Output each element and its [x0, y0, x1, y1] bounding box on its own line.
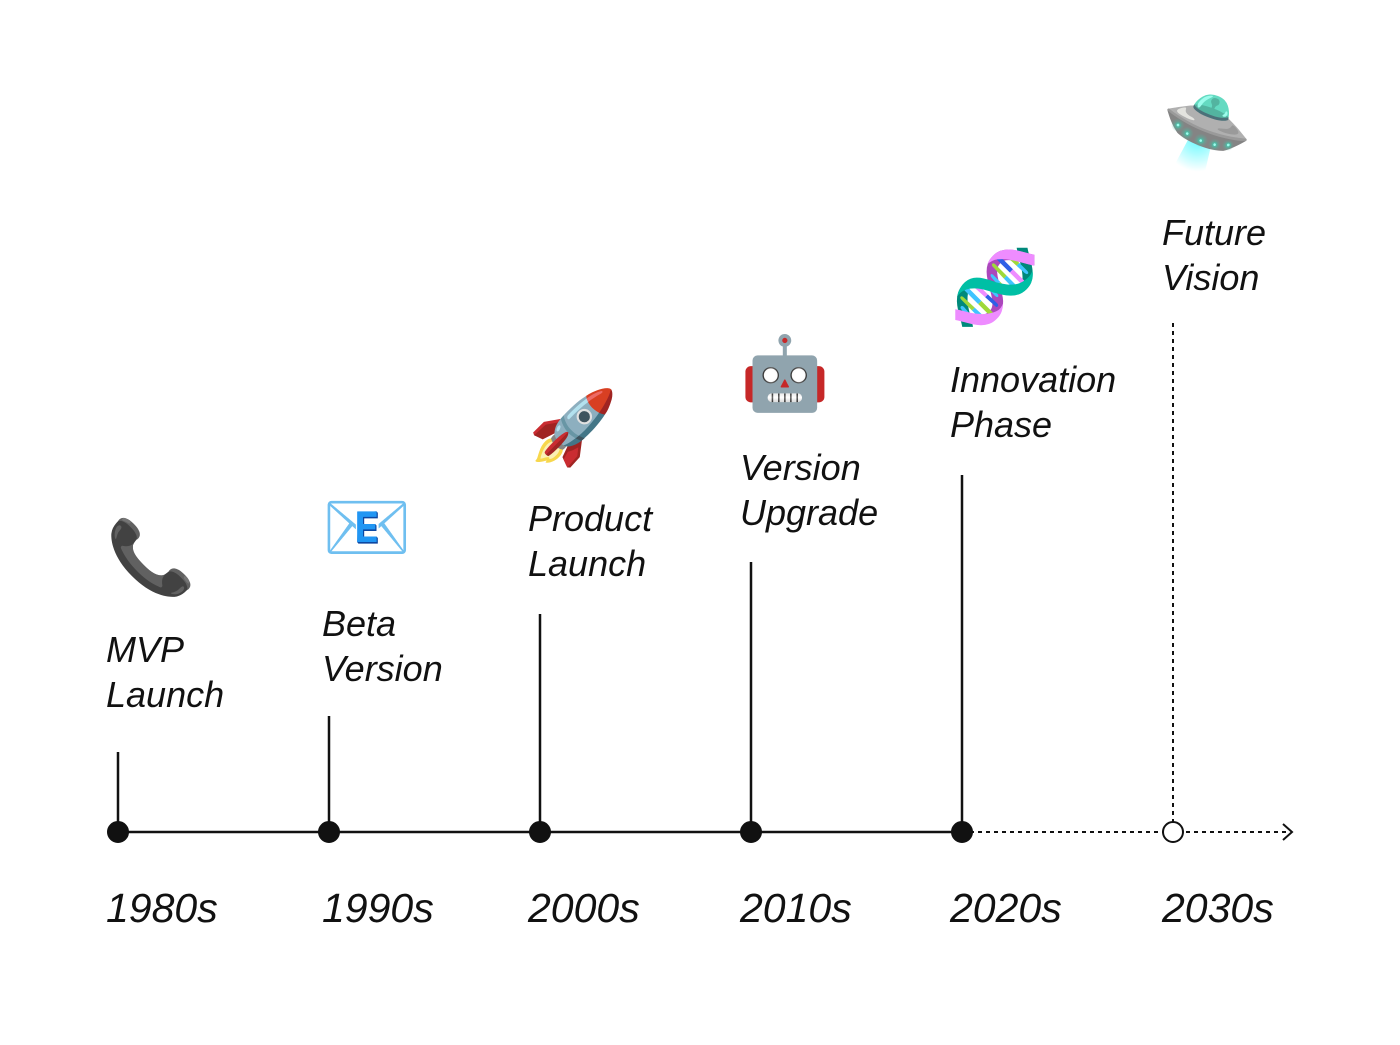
milestone-dot: [318, 821, 340, 843]
decade-label: 2010s: [739, 885, 852, 931]
decade-label: 1990s: [322, 885, 434, 931]
milestone-label: Phase: [950, 404, 1052, 445]
milestone-dot: [951, 821, 973, 843]
decade-label: 2000s: [527, 885, 640, 931]
milestone-icon: 📧: [322, 485, 412, 569]
milestone-dot: [107, 821, 129, 843]
milestone-icon: 🛸: [1162, 88, 1252, 174]
milestone-label: Innovation: [950, 359, 1116, 400]
decade-label: 1980s: [106, 885, 218, 931]
milestone-icon: 🧬: [950, 244, 1040, 330]
milestone-dot: [740, 821, 762, 843]
milestone-label: Future: [1162, 212, 1266, 253]
milestone-icon: 🤖: [740, 331, 830, 415]
milestone-label: Version: [322, 648, 443, 689]
milestone-label: Vision: [1162, 257, 1259, 298]
milestone-label: Launch: [106, 674, 224, 715]
milestone-label: Upgrade: [740, 492, 878, 533]
milestone-icon: 🚀: [528, 385, 618, 469]
milestone-label: Beta: [322, 603, 396, 644]
milestone-dot: [529, 821, 551, 843]
milestone-label: Product: [528, 498, 654, 539]
milestone-icon: 📞: [106, 512, 196, 599]
axis-arrow: [1282, 823, 1294, 841]
milestone-dot-open: [1162, 821, 1184, 843]
decade-label: 2020s: [949, 885, 1062, 931]
milestone-label: Version: [740, 447, 861, 488]
decade-label: 2030s: [1161, 885, 1274, 931]
milestone-label: MVP: [106, 629, 184, 670]
milestone-label: Launch: [528, 543, 646, 584]
